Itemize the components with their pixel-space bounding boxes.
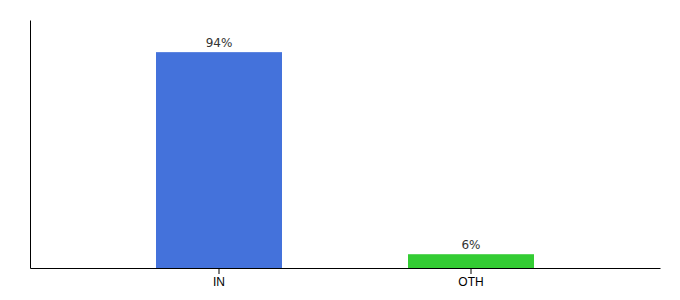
y-axis bbox=[30, 21, 31, 269]
x-axis-line bbox=[31, 268, 661, 269]
x-tick: OTH bbox=[458, 268, 483, 289]
bars bbox=[156, 52, 534, 268]
chart: IN OTH 94% 6% bbox=[0, 0, 680, 300]
x-tick: IN bbox=[213, 268, 225, 289]
data-label: 94% bbox=[206, 36, 233, 50]
x-axis: IN OTH bbox=[31, 268, 661, 289]
data-labels: 94% 6% bbox=[206, 36, 481, 252]
x-tick-mark bbox=[219, 268, 220, 274]
plot: IN OTH 94% 6% bbox=[31, 21, 661, 289]
bar bbox=[408, 254, 534, 268]
data-label: 6% bbox=[461, 238, 480, 252]
x-tick-label: IN bbox=[213, 275, 225, 289]
x-tick-label: OTH bbox=[458, 275, 483, 289]
y-axis-line bbox=[30, 21, 31, 269]
x-tick-mark bbox=[471, 268, 472, 274]
bar bbox=[156, 52, 282, 268]
